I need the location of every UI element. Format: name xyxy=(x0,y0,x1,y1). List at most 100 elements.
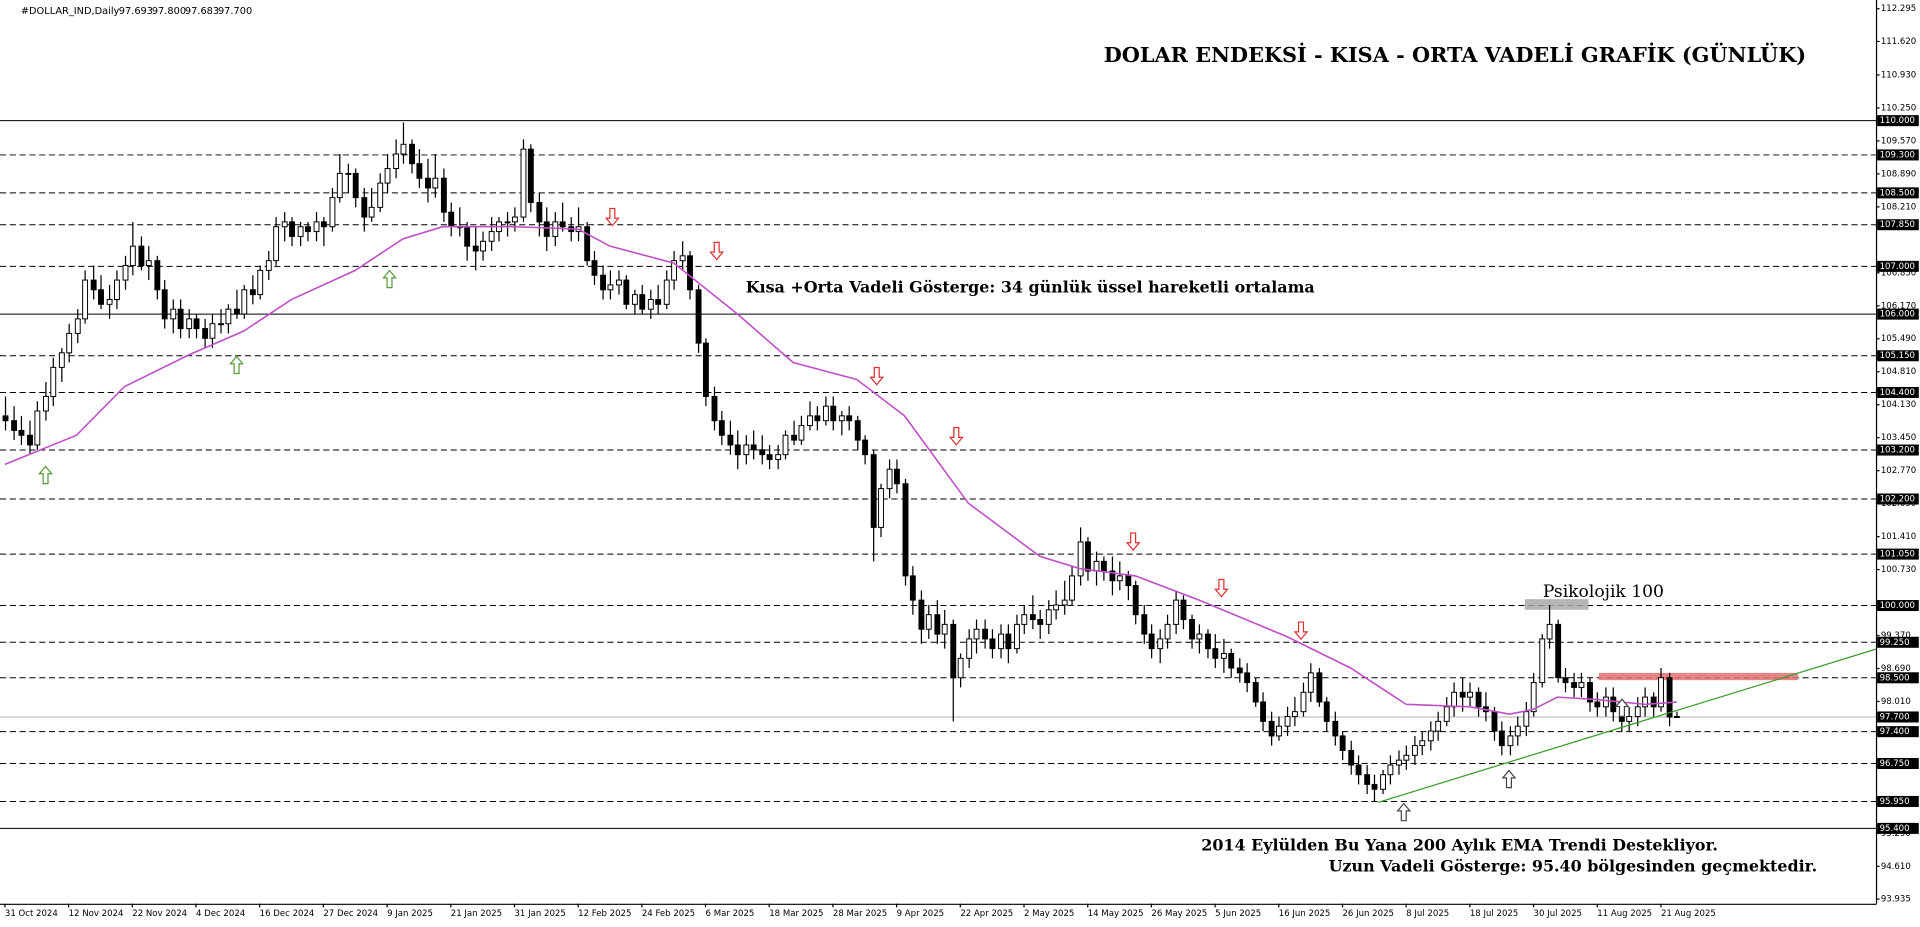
ohlc-low: 97.683 xyxy=(185,6,219,17)
candle-body xyxy=(297,226,304,237)
candle-body xyxy=(1173,599,1180,625)
y-tick-label: 108.890 xyxy=(1881,169,1916,179)
x-tick-label: 6 Mar 2025 xyxy=(706,909,755,919)
x-tick-label: 31 Oct 2024 xyxy=(5,909,58,919)
candle-body xyxy=(846,415,853,422)
candle-body xyxy=(838,415,845,422)
level-label: 97.700 xyxy=(1880,712,1910,722)
candle-body xyxy=(2,415,9,422)
signal-arrow xyxy=(229,355,245,375)
level-label: 105.150 xyxy=(1880,351,1915,361)
x-tick-label: 28 Mar 2025 xyxy=(833,909,887,919)
candle-body xyxy=(1300,691,1307,713)
candle-body xyxy=(1244,672,1251,684)
level-label-box xyxy=(1877,672,1919,684)
candle-body xyxy=(1157,638,1164,650)
level-label: 107.850 xyxy=(1880,220,1915,230)
level-label-box xyxy=(1877,386,1919,398)
candle-body xyxy=(998,633,1004,650)
candle-body xyxy=(1005,633,1012,650)
candle-body xyxy=(1634,706,1641,718)
candle-body xyxy=(416,163,423,179)
level-label: 96.750 xyxy=(1880,759,1910,769)
candle-body xyxy=(1523,711,1530,727)
x-tick-label: 2 May 2025 xyxy=(1024,909,1074,919)
level-label-box xyxy=(1877,308,1919,320)
candle-body xyxy=(504,221,511,224)
x-tick-label: 22 Nov 2024 xyxy=(132,909,187,919)
candle-body xyxy=(1539,638,1546,684)
candle-body xyxy=(58,352,65,368)
signal-arrow xyxy=(38,465,53,485)
candle-body xyxy=(862,439,869,456)
ohlc-open: 97.693 xyxy=(119,6,153,17)
level-label-box xyxy=(1877,444,1919,456)
level-label-box xyxy=(1877,726,1919,738)
candle-body xyxy=(807,415,813,427)
signal-arrow xyxy=(1396,802,1412,822)
level-label: 110.000 xyxy=(1880,116,1915,126)
candle-body xyxy=(1316,672,1323,703)
candle-body xyxy=(464,226,471,247)
candle-body xyxy=(559,221,566,228)
candle-body xyxy=(480,240,486,252)
y-tick-label: 93.935 xyxy=(1881,895,1911,905)
candle-body xyxy=(623,279,630,305)
candle-body xyxy=(934,614,941,635)
candle-body xyxy=(50,366,57,397)
y-tick-label: 98.690 xyxy=(1881,664,1911,674)
candle-body xyxy=(902,483,909,577)
candle-body xyxy=(750,444,757,451)
candle-body xyxy=(1578,682,1585,688)
level-label: 107.000 xyxy=(1880,262,1915,272)
level-label: 109.300 xyxy=(1880,150,1915,160)
candle-body xyxy=(941,623,948,635)
level-label-box xyxy=(1877,149,1919,161)
x-tick-label: 30 Jul 2025 xyxy=(1534,909,1582,919)
candle-body xyxy=(1291,711,1298,718)
level-label-box xyxy=(1877,757,1919,770)
candle-body xyxy=(1189,619,1195,640)
level-label-box xyxy=(1877,260,1919,272)
x-tick-label: 14 May 2025 xyxy=(1088,909,1144,919)
y-tick-label: 102.770 xyxy=(1881,466,1916,476)
candle-body xyxy=(1085,541,1091,572)
candle-body xyxy=(989,638,996,650)
level-label-box xyxy=(1877,493,1919,505)
candle-body xyxy=(202,328,209,339)
candle-body xyxy=(336,172,343,199)
candle-body xyxy=(536,202,543,223)
candle-body xyxy=(759,449,766,456)
annotation: Psikolojik 100 xyxy=(1543,582,1664,602)
candle-body xyxy=(647,298,654,310)
candle-body xyxy=(1546,623,1553,640)
candle-body xyxy=(1419,740,1426,747)
candle-body xyxy=(265,260,272,271)
candle-body xyxy=(1610,696,1617,713)
candle-body xyxy=(1029,614,1036,621)
marks-layer xyxy=(2,122,1877,822)
level-label: 108.500 xyxy=(1880,188,1915,198)
candle-body xyxy=(74,318,81,334)
signal-arrow xyxy=(709,241,725,261)
x-tick-label: 9 Apr 2025 xyxy=(897,909,945,919)
level-label: 104.400 xyxy=(1880,388,1915,398)
level-label: 103.200 xyxy=(1880,446,1915,456)
candle-body xyxy=(511,216,518,223)
level-label-box xyxy=(1877,548,1919,560)
y-tick-label: 106.850 xyxy=(1881,268,1916,278)
x-tick-label: 12 Nov 2024 xyxy=(69,909,124,919)
candle-body xyxy=(1332,720,1339,737)
candle-body xyxy=(400,143,407,155)
candle-body xyxy=(1498,730,1505,747)
candle-body xyxy=(552,221,559,237)
y-tick-label: 94.610 xyxy=(1881,862,1911,872)
candle-body xyxy=(313,221,320,233)
candle-body xyxy=(11,420,18,431)
candle-body xyxy=(775,454,782,460)
candle-body xyxy=(600,274,606,291)
level-label-box xyxy=(1877,795,1919,807)
candle-body xyxy=(1077,541,1084,577)
candle-body xyxy=(782,434,789,456)
